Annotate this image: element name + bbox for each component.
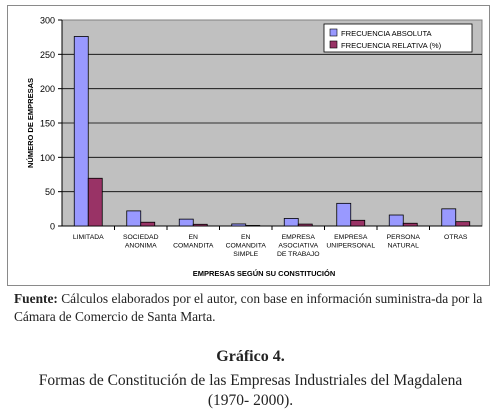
x-tick-label: OTRAS [444, 234, 468, 241]
y-tick-label: 0 [50, 222, 55, 232]
bar [126, 210, 142, 227]
source-text: Cálculos elaborados por el autor, con ba… [14, 291, 483, 324]
x-tick-label: COMANDITA [226, 243, 267, 250]
bar [87, 177, 103, 227]
source-label: Fuente: [14, 291, 58, 306]
x-tick-label: UNIPERSONAL [326, 243, 375, 250]
legend-label: FRECUENCIA RELATIVA (%) [341, 41, 442, 50]
x-tick-label: EN [241, 234, 251, 241]
y-tick-label: 200 [40, 84, 55, 94]
x-tick-label: PERSONA [387, 234, 421, 241]
bar [245, 225, 261, 227]
bar [388, 214, 404, 227]
source-note: Fuente: Cálculos elaborados por el autor… [14, 290, 490, 326]
bar [441, 208, 457, 227]
x-tick-label: LIMITADA [73, 234, 104, 241]
x-tick-label: COMANDITA [173, 243, 214, 250]
bar [336, 202, 352, 227]
legend [323, 23, 473, 53]
x-tick-label: EN [189, 234, 199, 241]
x-tick-label: DE TRABAJO [277, 251, 320, 258]
y-tick-label: 300 [40, 16, 55, 26]
x-tick-label: ASOCIATIVA [278, 243, 318, 250]
y-tick-label: 100 [40, 153, 55, 163]
x-tick-label: SIMPLE [233, 251, 258, 258]
y-axis-title: NÚMERO DE EMPRESAS [26, 78, 35, 168]
x-tick-label: EMPRESA [334, 234, 368, 241]
bar [455, 221, 471, 227]
bar-chart: 0 50 100 150 200 250 300 LIMITADA SOCIEDAD ANONIM… [26, 16, 483, 278]
bar [178, 218, 194, 227]
legend-swatch [329, 28, 338, 37]
bar [192, 223, 208, 227]
y-tick-label: 150 [40, 119, 55, 129]
x-tick-label: SOCIEDAD [123, 234, 159, 241]
chart-frame: 0 50 100 150 200 250 300 LIMITADA SOCIEDAD ANONIM… [7, 5, 490, 286]
bar [231, 223, 247, 227]
x-tick-label: EMPRESA [282, 234, 316, 241]
y-tick-label: 50 [45, 187, 55, 197]
figure-caption: Formas de Constitución de las Empresas I… [0, 371, 501, 411]
x-axis-title: EMPRESAS SEGÚN SU CONSTITUCIÓN [193, 269, 336, 278]
bar [140, 221, 156, 227]
legend-swatch [329, 40, 338, 49]
bar [297, 223, 313, 227]
x-tick-label: NATURAL [388, 243, 419, 250]
y-tick-label: 250 [40, 50, 55, 60]
bar [283, 218, 299, 227]
x-tick-label: ANONIMA [125, 243, 157, 250]
bar [73, 36, 89, 227]
bar [350, 219, 366, 227]
figure-caption-line1: Formas de Constitución de las Empresas I… [38, 372, 463, 389]
figure-caption-line2: (1970- 2000). [207, 392, 294, 409]
figure-title: Gráfico 4. [216, 348, 285, 365]
legend-label: FRECUENCIA ABSOLUTA [341, 29, 433, 38]
bar [402, 222, 418, 227]
